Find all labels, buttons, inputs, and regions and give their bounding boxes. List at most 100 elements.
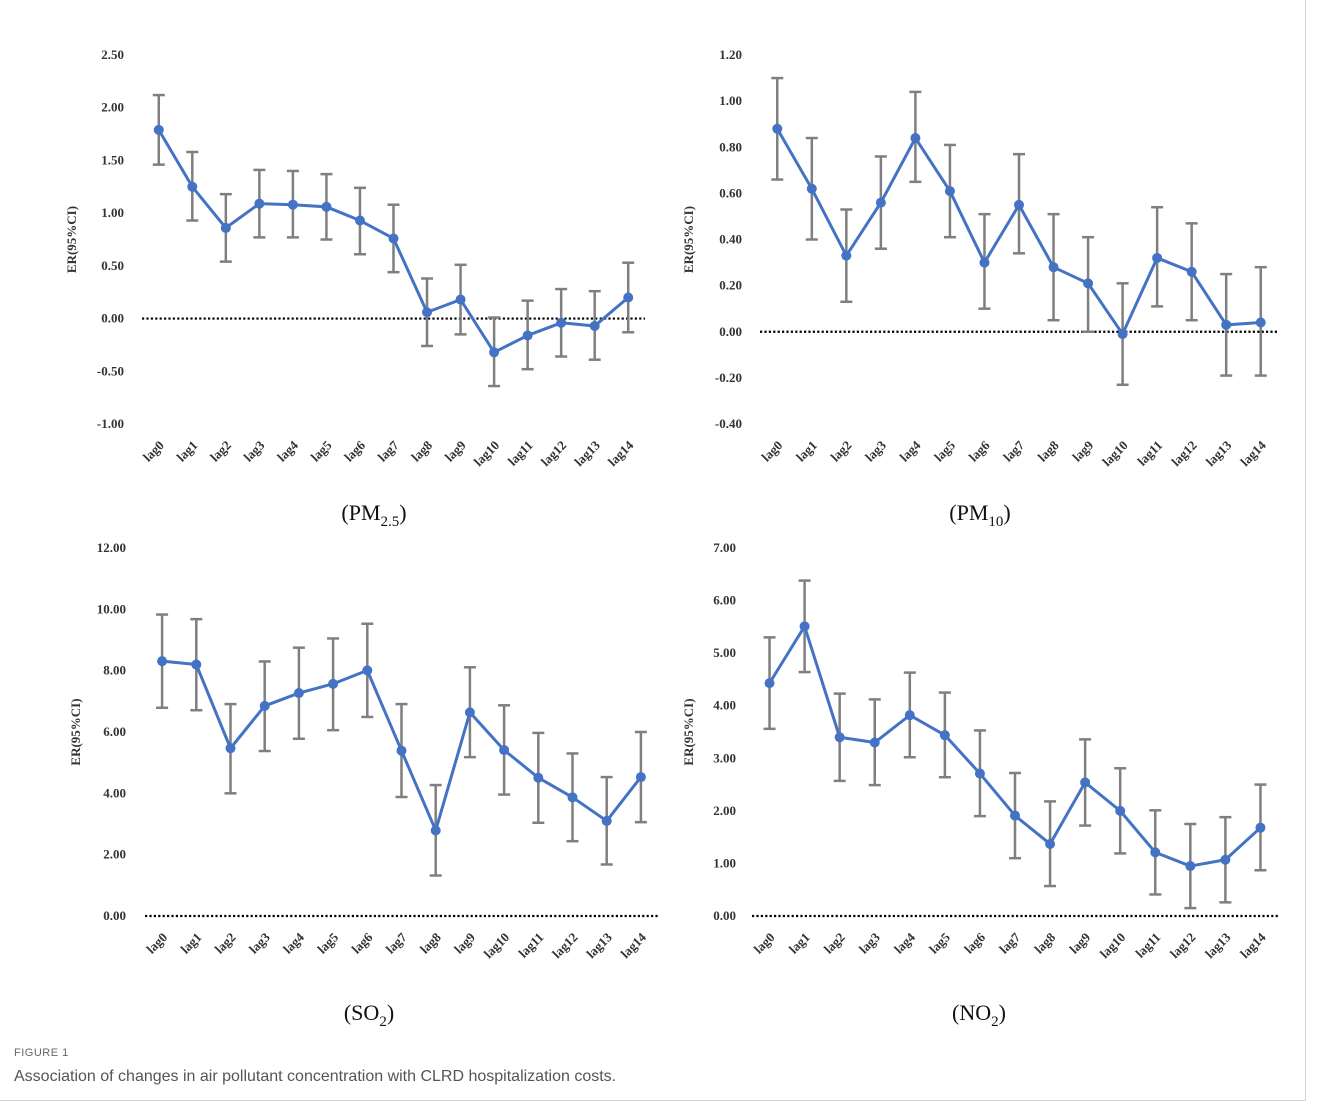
x-tick-label: lag6 — [966, 437, 993, 464]
figure-frame — [0, 0, 1306, 1101]
x-tick-label: lag0 — [143, 930, 170, 957]
panel-title: (PM10) — [949, 500, 1010, 530]
data-point — [464, 707, 475, 718]
data-point — [1045, 838, 1056, 849]
data-point — [1080, 777, 1091, 788]
figure-caption: Association of changes in air pollutant … — [14, 1068, 617, 1085]
panel-title: (PM2.5) — [341, 500, 406, 530]
y-tick-label: -1.00 — [97, 416, 124, 431]
x-tick-label: lag1 — [173, 438, 200, 465]
y-tick-label: 0.00 — [103, 908, 126, 923]
x-tick-label: lag2 — [827, 438, 854, 465]
y-tick-label: 5.00 — [713, 645, 736, 660]
figure-label: FIGURE 1 — [14, 1047, 69, 1059]
y-tick-label: 0.00 — [713, 908, 736, 923]
x-tick-label: lag12 — [549, 930, 581, 962]
x-tick-label: lag1 — [177, 930, 204, 957]
y-tick-label: 1.20 — [719, 47, 742, 62]
x-tick-label: lag6 — [348, 929, 375, 956]
y-axis-label: ER(95%CI) — [64, 206, 79, 273]
data-point — [422, 307, 433, 318]
x-tick-label: lag6 — [341, 437, 368, 464]
x-tick-label: lag7 — [375, 437, 402, 464]
data-point — [533, 772, 544, 783]
x-tick-label: lag4 — [897, 437, 924, 464]
y-tick-label: -0.20 — [715, 370, 742, 385]
x-tick-label: lag14 — [1237, 437, 1269, 469]
data-point — [396, 745, 407, 756]
panel-title: (NO2) — [952, 1000, 1006, 1030]
data-point — [869, 737, 880, 748]
x-tick-label: lag1 — [793, 438, 820, 465]
data-point — [635, 772, 646, 783]
charts-canvas: -1.00 -0.50 0.00 0.50 1.00 1.50 2.00 2.50 ER(95%… — [64, 47, 1278, 1030]
x-tick-label: lag3 — [246, 929, 273, 956]
data-point — [875, 197, 886, 208]
y-tick-label: -0.50 — [97, 363, 124, 378]
x-tick-label: lag14 — [617, 929, 649, 961]
data-point — [354, 215, 365, 226]
data-point — [1014, 199, 1024, 210]
y-axis-label: ER(95%CI) — [681, 698, 696, 765]
x-tick-label: lag6 — [961, 929, 988, 956]
data-point — [1186, 266, 1197, 277]
data-point — [944, 186, 955, 197]
y-tick-label: 2.00 — [103, 847, 126, 862]
y-tick-label: 0.20 — [719, 278, 742, 293]
data-point — [522, 330, 533, 341]
chart-panel-2: 0.00 2.00 4.00 6.00 8.00 10.00 12.00 ER(95%CI) l… — [68, 540, 658, 1030]
y-tick-label: -0.40 — [715, 416, 742, 431]
data-point — [1255, 317, 1266, 328]
x-tick-label: lag13 — [571, 437, 603, 469]
data-point — [589, 320, 600, 331]
x-tick-label: lag4 — [274, 437, 301, 464]
x-tick-label: lag4 — [891, 929, 918, 956]
x-tick-label: lag8 — [1031, 929, 1058, 956]
y-tick-label: 4.00 — [103, 785, 126, 800]
data-point — [834, 732, 845, 743]
data-point — [362, 665, 373, 676]
x-tick-label: lag5 — [926, 929, 953, 956]
y-tick-label: 0.40 — [719, 232, 742, 247]
data-point — [388, 233, 399, 244]
x-tick-label: lag11 — [1132, 930, 1163, 961]
x-tick-label: lag13 — [583, 929, 615, 961]
y-tick-label: 1.00 — [713, 855, 736, 870]
y-tick-label: 12.00 — [97, 540, 126, 555]
x-tick-label: lag5 — [308, 437, 335, 464]
data-point — [254, 198, 265, 209]
x-tick-label: lag0 — [140, 438, 167, 465]
data-point — [157, 656, 168, 667]
data-point — [287, 199, 298, 210]
x-tick-label: lag8 — [408, 437, 435, 464]
data-point — [623, 292, 634, 303]
panel-title: (SO2) — [344, 1000, 394, 1030]
data-point — [601, 815, 612, 826]
x-tick-label: lag3 — [241, 437, 268, 464]
y-tick-label: 8.00 — [103, 663, 126, 678]
x-tick-label: lag0 — [751, 930, 778, 957]
chart-panel-1: -0.40 -0.20 0.00 0.20 0.40 0.60 0.80 1.00 1.20 ER… — [681, 47, 1278, 530]
x-tick-label: lag13 — [1203, 437, 1235, 469]
data-point — [910, 133, 921, 144]
data-point — [220, 222, 231, 233]
data-point — [1117, 329, 1128, 340]
data-point — [1048, 262, 1059, 273]
data-point — [1152, 252, 1163, 263]
data-point — [904, 710, 915, 721]
y-tick-label: 4.00 — [713, 698, 736, 713]
x-tick-label: lag14 — [1237, 929, 1269, 961]
x-tick-label: lag9 — [1069, 437, 1096, 464]
y-tick-label: 1.50 — [101, 152, 124, 167]
x-tick-label: lag13 — [1202, 929, 1234, 961]
data-point — [1221, 319, 1232, 330]
data-point — [153, 124, 164, 135]
x-tick-label: lag10 — [1099, 438, 1131, 470]
data-point — [293, 688, 304, 699]
x-tick-label: lag9 — [451, 929, 478, 956]
x-tick-label: lag4 — [280, 929, 307, 956]
data-point — [1083, 278, 1094, 289]
x-tick-label: lag5 — [314, 929, 341, 956]
data-point — [799, 621, 810, 632]
x-tick-label: lag8 — [1035, 437, 1062, 464]
